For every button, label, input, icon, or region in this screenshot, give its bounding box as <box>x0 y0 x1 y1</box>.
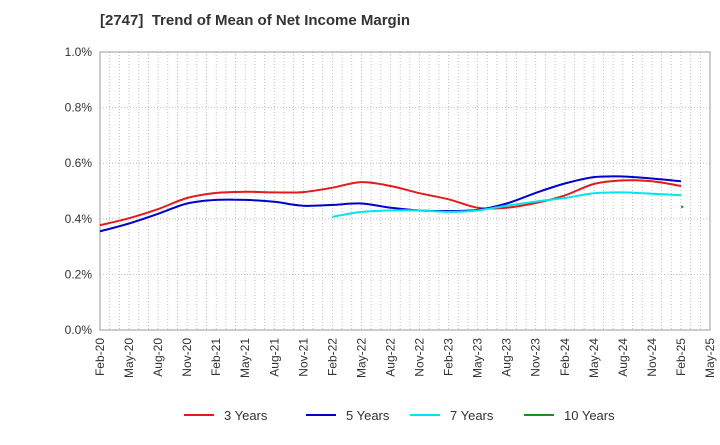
x-tick-label: May-21 <box>238 338 252 378</box>
x-tick-label: Nov-22 <box>413 338 427 377</box>
x-tick-label: Nov-21 <box>296 338 310 377</box>
x-tick-label: Aug-24 <box>616 338 630 377</box>
chart-title: [2747] Trend of Mean of Net Income Margi… <box>100 12 411 29</box>
x-tick-label: Feb-23 <box>442 338 456 376</box>
series-line-5-years <box>99 175 682 233</box>
x-tick-label: Nov-24 <box>645 338 659 377</box>
y-tick-label: 1.0% <box>65 45 93 59</box>
x-tick-label: Aug-23 <box>500 338 514 377</box>
y-tick-label: 0.6% <box>65 156 93 170</box>
legend-label-3-years: 3 Years <box>224 408 268 423</box>
legend-label-5-years: 5 Years <box>346 408 390 423</box>
y-tick-label: 0.4% <box>65 212 93 226</box>
x-tick-label: May-23 <box>471 338 485 378</box>
y-tick-label: 0.0% <box>65 323 93 337</box>
series-line-3-years <box>99 179 682 227</box>
x-tick-label: Aug-20 <box>151 338 165 377</box>
x-tick-label: May-24 <box>587 338 601 378</box>
x-tick-label: Aug-22 <box>383 338 397 377</box>
x-tick-label: Nov-23 <box>529 338 543 377</box>
x-tick-label: Feb-21 <box>209 338 223 376</box>
y-tick-label: 0.8% <box>65 101 93 115</box>
x-tick-label: Feb-20 <box>93 338 107 376</box>
y-tick-label: 0.2% <box>65 267 93 281</box>
x-tick-label: Feb-25 <box>674 338 688 376</box>
x-tick-label: Aug-21 <box>267 338 281 377</box>
series-line-7-years <box>332 191 682 218</box>
x-tick-label: May-22 <box>354 338 368 378</box>
x-tick-label: May-20 <box>122 338 136 378</box>
legend-label-10-years: 10 Years <box>564 408 615 423</box>
legend-label-7-years: 7 Years <box>450 408 494 423</box>
x-tick-label: Nov-20 <box>180 338 194 377</box>
x-tick-label: Feb-24 <box>558 338 572 376</box>
x-tick-label: Feb-22 <box>325 338 339 376</box>
x-tick-label: May-25 <box>703 338 717 378</box>
plot-area <box>99 51 711 331</box>
